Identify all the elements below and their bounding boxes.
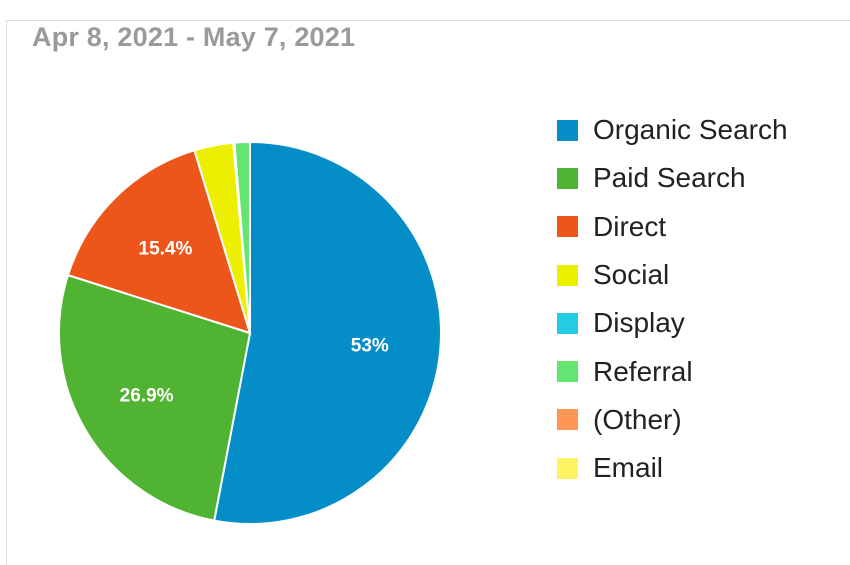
slice-label-paid-search: 26.9% <box>120 386 174 407</box>
legend-item-social[interactable]: Social <box>557 251 788 299</box>
legend-item-email[interactable]: Email <box>557 444 788 492</box>
legend-label: (Other) <box>593 403 682 435</box>
panel-top-border <box>6 20 850 21</box>
legend-label: Social <box>593 259 670 291</box>
pie-slice-paid-search[interactable] <box>58 273 252 522</box>
legend-swatch <box>557 264 578 286</box>
legend-item-organic-search[interactable]: Organic Search <box>557 106 788 154</box>
legend-swatch <box>557 119 578 141</box>
legend-label: Paid Search <box>593 162 746 194</box>
legend-swatch <box>557 216 578 238</box>
pie-slice-organic-search[interactable] <box>213 140 442 525</box>
legend-swatch <box>557 167 578 189</box>
legend-swatch <box>557 457 578 479</box>
legend-label: Referral <box>593 355 693 387</box>
legend-item-display[interactable]: Display <box>557 299 788 347</box>
pie-chart: 53% 26.9% 15.4% <box>58 140 442 525</box>
slice-label-organic-search: 53% <box>351 335 389 356</box>
legend-label: Direct <box>593 210 667 242</box>
legend-swatch <box>557 409 578 431</box>
legend-swatch <box>557 361 578 383</box>
pie-slice-referral[interactable] <box>233 140 251 334</box>
legend-label: Display <box>593 307 685 339</box>
slice-label-direct: 15.4% <box>139 238 193 259</box>
legend-item-referral[interactable]: Referral <box>557 347 788 395</box>
panel-left-border <box>6 20 7 565</box>
legend-item-paid-search[interactable]: Paid Search <box>557 154 788 202</box>
date-range: Apr 8, 2021 - May 7, 2021 <box>32 22 356 52</box>
legend-label: Organic Search <box>593 114 788 146</box>
chart-legend: Organic Search Paid Search Direct Social Dis… <box>557 106 788 492</box>
legend-item-direct[interactable]: Direct <box>557 203 788 251</box>
legend-item-other[interactable]: (Other) <box>557 396 788 444</box>
pie-slice-direct[interactable] <box>66 149 252 335</box>
legend-swatch <box>557 312 578 334</box>
legend-label: Email <box>593 452 664 484</box>
